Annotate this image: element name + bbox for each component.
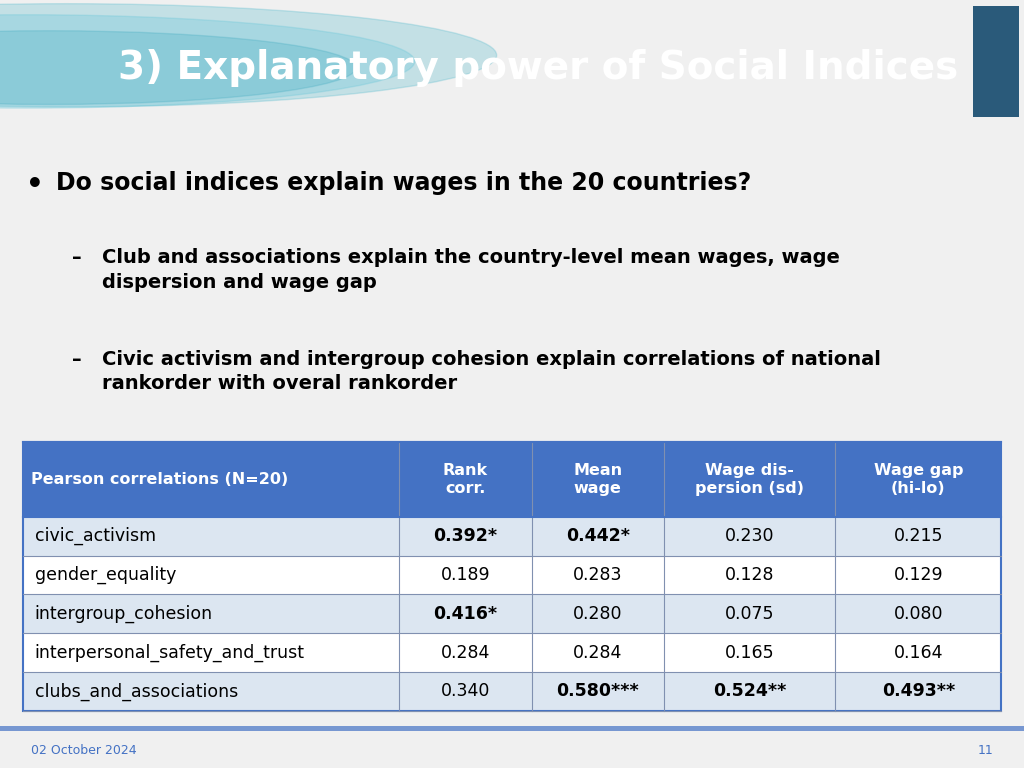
Text: gender_equality: gender_equality [35,566,176,584]
Text: Wage gap
(hi-lo): Wage gap (hi-lo) [873,463,963,496]
Text: Mean
wage: Mean wage [573,463,623,496]
Text: Do social indices explain wages in the 20 countries?: Do social indices explain wages in the 2… [56,170,752,195]
Text: 0.075: 0.075 [725,605,774,623]
FancyBboxPatch shape [23,672,1001,711]
Text: 3) Explanatory power of Social Indices: 3) Explanatory power of Social Indices [118,48,958,87]
Text: 0.189: 0.189 [440,566,490,584]
Text: 0.580***: 0.580*** [556,683,639,700]
Text: 0.283: 0.283 [572,566,623,584]
Text: Pearson correlations (N=20): Pearson correlations (N=20) [31,472,288,487]
Text: 11: 11 [978,743,993,756]
Text: Wage dis-
persion (sd): Wage dis- persion (sd) [695,463,804,496]
Text: Rank
corr.: Rank corr. [443,463,488,496]
Circle shape [0,4,497,107]
Text: 0.215: 0.215 [894,528,943,545]
Text: intergroup_cohesion: intergroup_cohesion [35,604,213,623]
Text: 02 October 2024: 02 October 2024 [31,743,136,756]
Text: civic_activism: civic_activism [35,527,156,545]
Text: Civic activism and intergroup cohesion explain correlations of national
rankorde: Civic activism and intergroup cohesion e… [102,349,882,393]
Text: –: – [72,248,81,267]
Text: •: • [26,170,43,199]
Text: 0.129: 0.129 [894,566,943,584]
FancyBboxPatch shape [23,556,1001,594]
Text: 0.080: 0.080 [894,605,943,623]
Text: 0.340: 0.340 [440,683,490,700]
Text: 0.442*: 0.442* [565,528,630,545]
Text: 0.416*: 0.416* [433,605,498,623]
Text: –: – [72,349,81,369]
Text: interpersonal_safety_and_trust: interpersonal_safety_and_trust [35,644,305,662]
Text: 0.164: 0.164 [894,644,943,662]
Text: 0.165: 0.165 [725,644,774,662]
Text: 0.230: 0.230 [725,528,774,545]
FancyBboxPatch shape [23,634,1001,672]
Text: Club and associations explain the country-level mean wages, wage
dispersion and : Club and associations explain the countr… [102,248,841,292]
FancyBboxPatch shape [23,442,1001,517]
Text: 0.284: 0.284 [440,644,490,662]
Circle shape [0,31,356,104]
Text: 0.493**: 0.493** [882,683,955,700]
FancyBboxPatch shape [23,594,1001,634]
Circle shape [0,15,415,108]
Bar [0,726,1024,731]
Text: 0.128: 0.128 [725,566,774,584]
Text: 0.524**: 0.524** [713,683,786,700]
FancyBboxPatch shape [23,517,1001,556]
Text: 0.280: 0.280 [572,605,623,623]
Text: clubs_and_associations: clubs_and_associations [35,682,238,700]
Bar [973,6,1019,117]
Text: 0.284: 0.284 [573,644,623,662]
Text: 0.392*: 0.392* [433,528,498,545]
